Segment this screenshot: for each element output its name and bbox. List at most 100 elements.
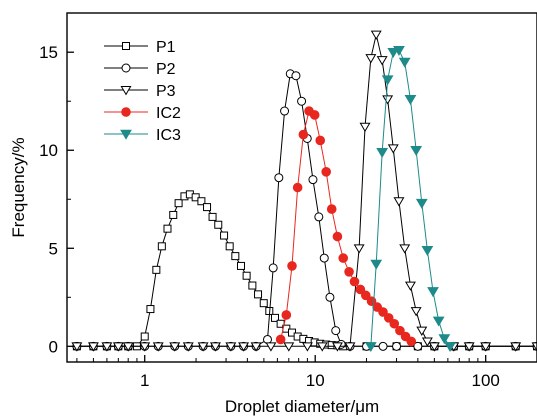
data-point-ic2 (298, 129, 309, 140)
series-layer (71, 30, 537, 353)
data-point-p3 (480, 342, 492, 352)
data-point-p3 (399, 244, 411, 254)
series-ic3 (364, 46, 456, 353)
data-point-p1 (225, 242, 234, 251)
data-point-p3 (250, 342, 262, 352)
data-point-ic2 (344, 267, 354, 277)
data-point-p3 (225, 342, 237, 352)
legend-label-p2: P2 (156, 61, 176, 78)
data-point-ic2 (315, 135, 326, 146)
data-point-p3 (393, 197, 405, 207)
data-point-p3 (428, 342, 440, 352)
data-point-p3 (376, 56, 388, 66)
data-point-p3 (301, 342, 313, 352)
data-point-ic2 (309, 110, 320, 120)
data-point-p1 (140, 332, 149, 341)
data-point-p2 (413, 341, 423, 351)
data-point-p3 (71, 342, 83, 352)
data-point-ic3 (427, 287, 439, 298)
data-point-p1 (203, 203, 212, 212)
data-point-p3 (421, 337, 433, 347)
data-point-p1 (163, 224, 172, 233)
series-p3 (71, 30, 537, 352)
data-point-p1 (146, 305, 155, 314)
data-point-p3 (463, 342, 475, 352)
data-point-ic3 (370, 259, 383, 270)
data-point-p3 (169, 342, 181, 352)
data-point-ic3 (381, 75, 394, 86)
data-point-p3 (416, 326, 428, 336)
data-point-p2 (319, 253, 329, 263)
series-line-p3 (76, 34, 537, 347)
data-point-ic3 (410, 145, 423, 156)
legend-marker-ic3 (120, 129, 132, 140)
legend-marker-p2 (121, 63, 131, 73)
data-point-p2 (331, 326, 341, 336)
data-point-p1 (174, 199, 183, 208)
data-point-p3 (152, 342, 164, 352)
data-point-p2 (262, 334, 272, 344)
legend-item-p1: P1 (104, 39, 176, 56)
data-point-ic3 (404, 95, 417, 106)
data-point-ic3 (364, 342, 377, 353)
data-point-p2 (268, 263, 278, 273)
data-point-p2 (274, 173, 284, 183)
legend-item-p3: P3 (104, 83, 176, 100)
data-point-ic2 (349, 276, 360, 287)
data-point-ic2 (383, 313, 394, 323)
y-tick-label: 15 (39, 43, 58, 62)
data-point-ic3 (415, 198, 428, 209)
data-point-p1 (197, 197, 206, 206)
series-line-p1 (76, 193, 537, 347)
data-point-p3 (182, 342, 194, 352)
data-point-p1 (242, 271, 251, 280)
data-point-p3 (410, 307, 422, 317)
series-ic2 (275, 106, 417, 347)
data-point-p3 (510, 342, 522, 352)
data-point-p2 (325, 292, 335, 302)
data-point-ic2 (378, 307, 388, 317)
data-point-p3 (209, 342, 221, 352)
legend-marker-p3 (120, 86, 132, 96)
data-point-p3 (387, 144, 399, 154)
legend-marker-p1 (122, 42, 130, 50)
data-point-ic2 (292, 182, 303, 193)
data-point-p2 (378, 341, 388, 351)
data-point-p3 (139, 342, 151, 352)
data-point-ic3 (438, 334, 451, 345)
data-point-p3 (197, 342, 209, 352)
data-point-p3 (359, 122, 371, 133)
data-point-p3 (238, 342, 250, 352)
data-point-ic3 (398, 57, 411, 68)
data-point-p3 (316, 342, 328, 352)
legend-item-p2: P2 (104, 61, 176, 78)
data-point-ic3 (421, 245, 434, 256)
data-point-p2 (314, 212, 324, 222)
data-point-p3 (283, 342, 295, 352)
plot-frame (66, 12, 537, 363)
data-point-p1 (169, 210, 178, 219)
data-point-p1 (214, 220, 223, 229)
legend-item-ic3: IC3 (104, 127, 181, 144)
data-point-p3 (531, 342, 537, 352)
data-point-p1 (208, 212, 217, 221)
legend-label-p3: P3 (156, 83, 176, 100)
series-p1 (72, 190, 537, 351)
data-point-ic2 (355, 284, 366, 295)
data-point-p2 (392, 341, 402, 351)
data-point-p2 (297, 96, 307, 106)
data-point-ic2 (332, 231, 343, 242)
data-point-p1 (220, 231, 229, 240)
data-point-p1 (254, 290, 263, 299)
data-point-p1 (248, 281, 257, 290)
data-point-p3 (370, 30, 382, 40)
data-point-p3 (365, 54, 377, 64)
data-point-ic3 (432, 316, 445, 327)
data-point-ic2 (395, 325, 405, 336)
ticks-layer: 1 10 100 0 5 10 15 (39, 43, 537, 390)
x-tick-label: 100 (471, 371, 499, 390)
legend-label-ic2: IC2 (156, 105, 181, 122)
data-point-ic3 (393, 46, 405, 56)
data-point-p3 (404, 281, 416, 291)
